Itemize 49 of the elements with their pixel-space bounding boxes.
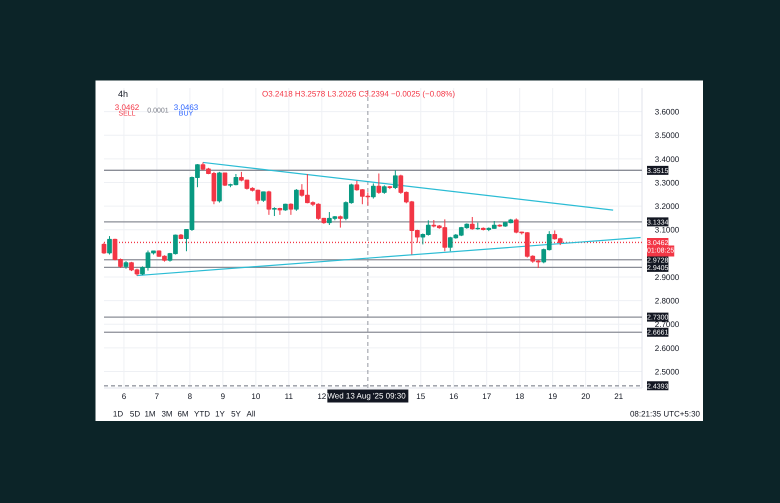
y-tick-label: 2.7000 [654, 320, 680, 330]
candlestick [222, 172, 228, 187]
y-tick-label: 2.8000 [654, 296, 680, 306]
y-tick-label: 3.3000 [654, 178, 680, 188]
candlestick [338, 215, 343, 228]
candlestick [294, 188, 299, 212]
text: 3M [161, 410, 173, 418]
x-tick-label: 19 [548, 392, 558, 401]
candlestick [370, 182, 376, 200]
annotation: 3.0463 [174, 103, 199, 112]
ref-line-label: Wed 13 Aug '25 09:30 [327, 392, 406, 400]
x-tick-label: 8 [188, 392, 193, 401]
chart-title: 4h [118, 89, 128, 99]
y-tick-label: 3.1000 [654, 226, 680, 235]
candlestick [107, 236, 112, 256]
y-tick-label: 2.5000 [654, 367, 680, 376]
y-tick-label: 3.6000 [654, 108, 680, 117]
text: 5Y [231, 410, 242, 418]
x-tick-label: 7 [154, 392, 160, 401]
y-tick-label: 2.9000 [654, 272, 680, 282]
text: 1M [144, 410, 156, 418]
text: YTD [194, 410, 210, 418]
text: 6M [177, 410, 189, 418]
text: 08:21:35 UTC+5:30 [630, 410, 701, 418]
x-tick-label: 20 [581, 392, 591, 401]
y-tick-label: 3.2000 [654, 202, 680, 212]
candlestick [376, 173, 382, 194]
x-tick-label: 9 [220, 392, 226, 401]
candlestick [392, 170, 398, 190]
text: 1Y [215, 410, 226, 418]
text: 1D [112, 410, 124, 418]
y-tick-label: 3.4000 [654, 154, 680, 164]
x-tick-label: 6 [122, 392, 127, 401]
x-tick-label: 16 [449, 392, 459, 401]
x-tick-label: 17 [482, 392, 492, 401]
text: 5D [130, 410, 140, 418]
y-tick-label: 3.5000 [654, 131, 680, 140]
x-tick-label: 21 [614, 392, 624, 401]
x-tick-label: 10 [251, 392, 261, 401]
x-tick-label: 15 [416, 392, 426, 401]
y-tick-label: 2.6000 [654, 344, 680, 353]
candlestick [266, 190, 272, 216]
candlestick [470, 216, 475, 230]
x-tick-label: 12 [317, 392, 327, 401]
text: All [246, 410, 256, 418]
x-tick-label: 18 [515, 392, 525, 401]
annotation: 3.0462 [114, 103, 140, 112]
x-tick-label: 11 [284, 392, 294, 401]
annotation: O3.2418 H3.2578 L3.2026 C3.2394 −0.0025 (−0.08%) [262, 90, 456, 98]
